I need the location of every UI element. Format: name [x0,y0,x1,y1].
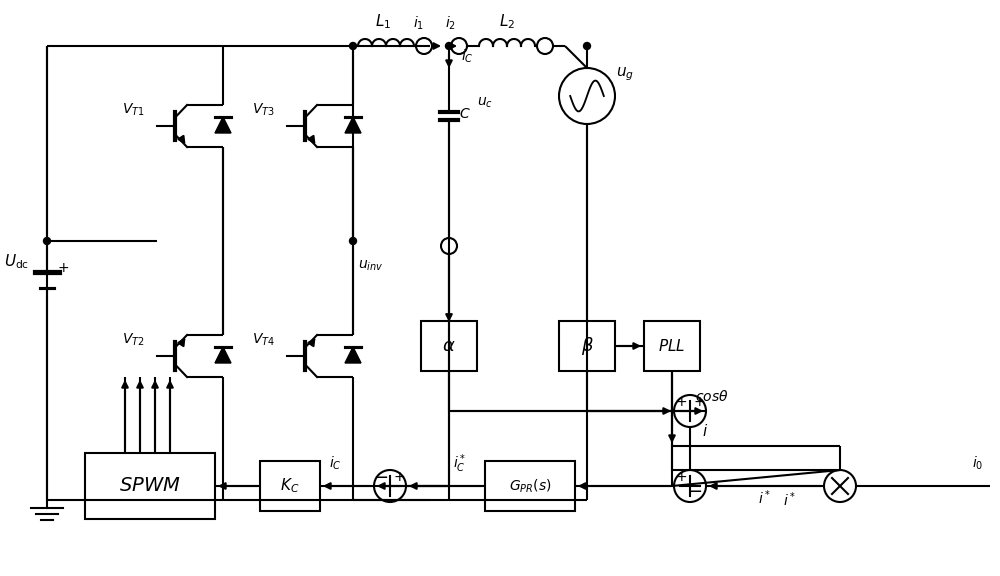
Text: $+$: $+$ [675,395,687,409]
Polygon shape [345,117,361,133]
Polygon shape [215,347,231,363]
Bar [85,453,215,519]
Polygon shape [215,117,231,133]
Text: $u_c$: $u_c$ [477,96,493,111]
Bar [485,461,575,511]
Circle shape [350,43,356,50]
Text: $V_{T3}$: $V_{T3}$ [252,102,274,119]
Circle shape [446,43,452,50]
Polygon shape [345,347,361,363]
Text: $K_C$: $K_C$ [280,477,300,495]
Text: $G_{PR}(s)$: $G_{PR}(s)$ [509,478,551,495]
Bar [644,321,700,371]
Text: $u_{inv}$: $u_{inv}$ [358,259,384,273]
Text: $i_C$: $i_C$ [329,455,341,472]
Text: $i_1$: $i_1$ [413,15,425,32]
Circle shape [584,43,590,50]
Bar [421,321,477,371]
Circle shape [350,237,356,244]
Text: $i_C^*$: $i_C^*$ [453,452,467,475]
Text: $+$: $+$ [675,470,687,484]
Circle shape [44,237,50,244]
Bar [260,461,320,511]
Text: $i^*$: $i^*$ [783,490,797,509]
Text: $i$: $i$ [702,423,708,439]
Text: $\beta$: $\beta$ [581,335,593,357]
Text: $+$: $+$ [693,395,705,409]
Bar [559,321,615,371]
Text: $i_2$: $i_2$ [445,15,457,32]
Text: $V_{T4}$: $V_{T4}$ [252,332,274,348]
Text: $i^*$: $i^*$ [758,488,772,507]
Text: $L_2$: $L_2$ [499,12,515,31]
Text: $cos\theta$: $cos\theta$ [695,389,729,404]
Text: $L_1$: $L_1$ [375,12,392,31]
Text: $-$: $-$ [373,467,389,485]
Text: $-$: $-$ [687,481,703,499]
Text: $i_C$: $i_C$ [461,48,474,66]
Text: $SPWM$: $SPWM$ [119,477,181,495]
Text: $+$: $+$ [57,261,69,275]
Text: $+$: $+$ [393,470,405,484]
Text: $V_{T2}$: $V_{T2}$ [122,332,144,348]
Text: $\alpha$: $\alpha$ [442,337,456,355]
Text: $U_{\rm dc}$: $U_{\rm dc}$ [4,253,30,271]
Text: $PLL$: $PLL$ [658,338,686,354]
Text: $i_0$: $i_0$ [972,455,984,472]
Text: $u_g$: $u_g$ [616,65,634,83]
Text: $V_{T1}$: $V_{T1}$ [122,102,144,119]
Text: $C$: $C$ [459,107,471,121]
